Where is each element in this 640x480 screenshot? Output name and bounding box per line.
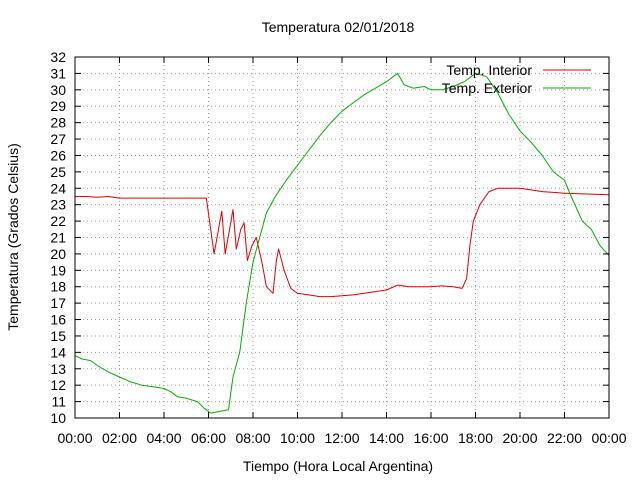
x-tick-label: 06:00 bbox=[191, 430, 226, 446]
x-tick-label: 10:00 bbox=[280, 430, 315, 446]
y-tick-label: 31 bbox=[50, 65, 66, 81]
x-tick-label: 20:00 bbox=[502, 430, 537, 446]
legend-label: Temp. Interior bbox=[446, 62, 532, 78]
y-tick-label: 11 bbox=[51, 394, 66, 410]
y-tick-label: 32 bbox=[50, 49, 66, 65]
x-tick-label: 22:00 bbox=[547, 430, 582, 446]
x-tick-label: 18:00 bbox=[458, 430, 493, 446]
y-tick-label: 13 bbox=[50, 361, 66, 377]
x-tick-label: 08:00 bbox=[235, 430, 270, 446]
x-tick-label: 00:00 bbox=[591, 430, 626, 446]
y-tick-label: 18 bbox=[50, 279, 66, 295]
y-tick-label: 17 bbox=[50, 295, 66, 311]
y-tick-label: 27 bbox=[50, 131, 66, 147]
y-tick-label: 28 bbox=[50, 115, 66, 131]
y-tick-label: 14 bbox=[50, 344, 66, 360]
x-tick-label: 04:00 bbox=[146, 430, 181, 446]
y-tick-label: 24 bbox=[50, 180, 66, 196]
y-tick-label: 30 bbox=[50, 82, 66, 98]
y-tick-label: 29 bbox=[50, 98, 66, 114]
grid bbox=[75, 57, 609, 418]
y-tick-label: 21 bbox=[50, 230, 66, 246]
axis-ticks: 1011121314151617181920212223242526272829… bbox=[50, 49, 626, 446]
x-tick-label: 14:00 bbox=[369, 430, 404, 446]
chart-title: Temperatura 02/01/2018 bbox=[262, 19, 415, 35]
legend: Temp. Interior Temp. Exterior bbox=[442, 62, 591, 96]
y-axis-label: Temperatura (Grados Celsius) bbox=[5, 143, 21, 331]
series-line-exterior bbox=[74, 72, 610, 414]
y-tick-label: 23 bbox=[50, 197, 66, 213]
y-tick-label: 12 bbox=[50, 377, 66, 393]
x-tick-label: 16:00 bbox=[413, 430, 448, 446]
y-tick-label: 15 bbox=[50, 328, 66, 344]
y-tick-label: 20 bbox=[50, 246, 66, 262]
y-tick-label: 19 bbox=[50, 262, 66, 278]
x-tick-label: 02:00 bbox=[102, 430, 137, 446]
y-tick-label: 16 bbox=[50, 312, 66, 328]
series-line-interior bbox=[75, 187, 610, 298]
y-tick-label: 10 bbox=[50, 410, 66, 426]
series-layer bbox=[74, 72, 610, 414]
x-tick-label: 00:00 bbox=[57, 430, 92, 446]
y-tick-label: 26 bbox=[50, 147, 66, 163]
legend-label: Temp. Exterior bbox=[442, 80, 533, 96]
y-tick-label: 22 bbox=[50, 213, 66, 229]
x-tick-label: 12:00 bbox=[324, 430, 359, 446]
y-tick-label: 25 bbox=[50, 164, 66, 180]
x-axis-label: Tiempo (Hora Local Argentina) bbox=[243, 458, 433, 474]
